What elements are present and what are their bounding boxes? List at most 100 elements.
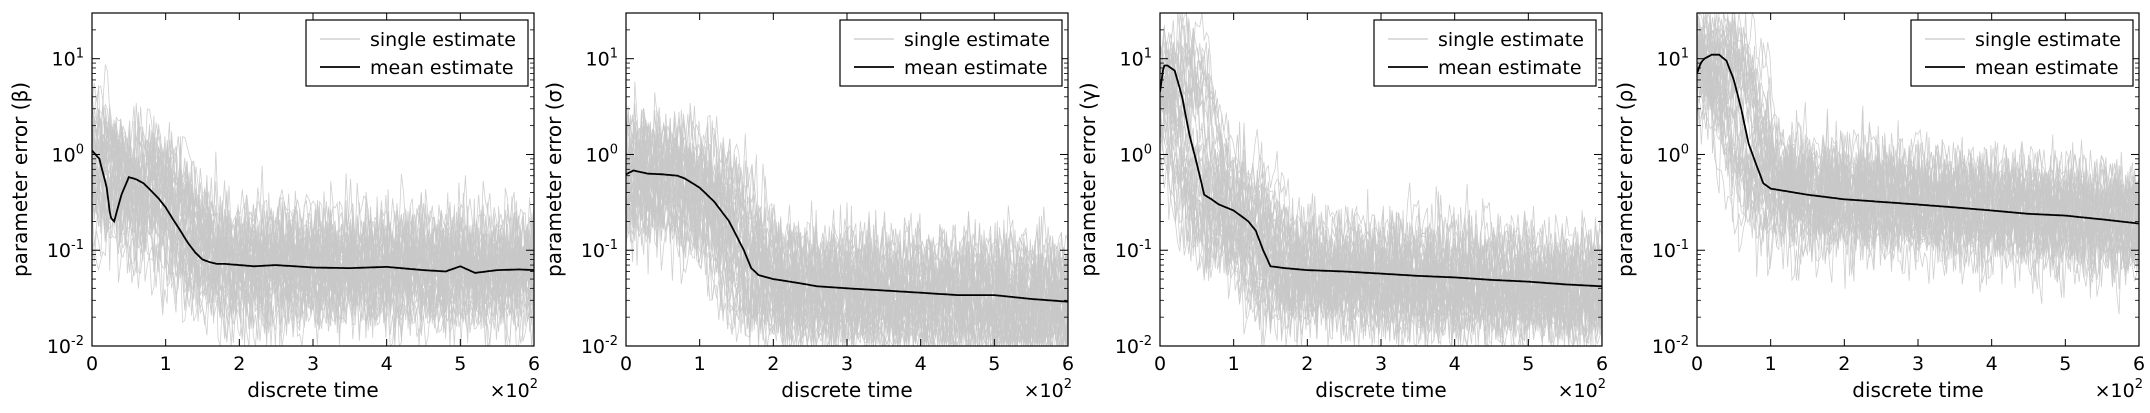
legend-box xyxy=(1910,19,2134,87)
x-axis-label: discrete time xyxy=(781,378,912,402)
single-estimate-line xyxy=(1160,13,1602,279)
x-tick-label: 5 xyxy=(454,353,466,375)
mean-estimate-line xyxy=(92,149,534,274)
mean-estimate-line xyxy=(626,169,1068,303)
legend: single estimate mean estimate xyxy=(1373,19,1597,87)
single-estimate-line xyxy=(92,149,534,343)
x-tick-label: 4 xyxy=(915,353,927,375)
x-tick-label: 3 xyxy=(1375,353,1387,375)
y-axis-label: parameter error (β) xyxy=(8,82,32,277)
x-tick-label: 0 xyxy=(86,353,98,375)
x-tick-label: 2 xyxy=(233,353,245,375)
x-axis-label: discrete time xyxy=(1852,378,1983,402)
single-estimate-line xyxy=(92,154,534,346)
single-estimate-line xyxy=(626,106,1068,328)
y-tick-label: 101 xyxy=(1657,47,1689,71)
x-tick-label: 2 xyxy=(767,353,779,375)
single-estimate-line xyxy=(1697,30,2139,241)
legend-label-mean: mean estimate xyxy=(904,57,1048,79)
single-estimate-line xyxy=(92,94,534,279)
y-axis-label: parameter error (σ) xyxy=(542,82,566,277)
x-multiplier-label: ×102 xyxy=(1024,377,1072,402)
x-tick-label: 3 xyxy=(307,353,319,375)
legend-box xyxy=(839,19,1063,87)
single-estimate-line xyxy=(1697,13,2139,217)
x-tick-label: 6 xyxy=(2133,353,2145,375)
x-tick-label: 1 xyxy=(1228,353,1240,375)
y-tick-label: 10-1 xyxy=(581,238,618,262)
y-tick-label: 10-2 xyxy=(1652,334,1689,358)
legend-label-single: single estimate xyxy=(1975,29,2121,51)
mean-estimate-line xyxy=(1697,53,2139,225)
x-multiplier-label: ×102 xyxy=(1558,377,1606,402)
x-tick-label: 4 xyxy=(1986,353,1998,375)
legend: single estimate mean estimate xyxy=(839,19,1063,87)
x-tick-label: 1 xyxy=(1765,353,1777,375)
single-estimate-line xyxy=(1160,40,1602,282)
single-estimate-line xyxy=(1160,48,1602,341)
mean-estimate-line xyxy=(1160,64,1602,288)
single-estimate-line xyxy=(1697,84,2139,267)
chart-panel-3: 0 1 2 3 4 5 6 10-2 10-1 100 101 discrete time parame… xyxy=(1076,12,1608,402)
y-tick-label: 10-1 xyxy=(1115,238,1152,262)
legend-label-single: single estimate xyxy=(1438,29,1584,51)
single-estimate-line xyxy=(92,120,534,297)
y-tick-label: 101 xyxy=(586,47,618,71)
y-tick-label: 100 xyxy=(52,142,84,166)
y-tick-label: 101 xyxy=(52,47,84,71)
single-estimate-line xyxy=(92,165,534,346)
single-estimate-line xyxy=(92,124,534,322)
single-estimate-line xyxy=(626,116,1068,321)
x-tick-label: 5 xyxy=(2059,353,2071,375)
single-estimate-line xyxy=(1160,41,1602,308)
chart-panel-1: 0 1 2 3 4 5 6 10-2 10-1 100 101 discrete time parame… xyxy=(8,12,540,402)
x-tick-label: 1 xyxy=(694,353,706,375)
legend: single estimate mean estimate xyxy=(305,19,529,87)
x-tick-label: 0 xyxy=(620,353,632,375)
x-tick-label: 6 xyxy=(528,353,540,375)
x-axis-label: discrete time xyxy=(247,378,378,402)
legend-label-single: single estimate xyxy=(904,29,1050,51)
x-multiplier-label: ×102 xyxy=(490,377,538,402)
x-tick-label: 0 xyxy=(1154,353,1166,375)
single-estimate-line xyxy=(1160,13,1602,278)
y-tick-label: 101 xyxy=(1120,47,1152,71)
x-tick-label: 5 xyxy=(1522,353,1534,375)
y-tick-label: 100 xyxy=(586,142,618,166)
y-tick-label: 100 xyxy=(1657,142,1689,166)
x-tick-label: 2 xyxy=(1301,353,1313,375)
x-tick-label: 3 xyxy=(841,353,853,375)
y-tick-label: 10-1 xyxy=(1652,238,1689,262)
x-tick-label: 1 xyxy=(160,353,172,375)
legend-label-mean: mean estimate xyxy=(1438,57,1582,79)
single-estimate-lines xyxy=(92,64,534,346)
y-tick-label: 10-2 xyxy=(47,334,84,358)
single-estimate-line xyxy=(626,185,1068,346)
single-estimate-line xyxy=(92,105,534,286)
legend-label-single: single estimate xyxy=(370,29,516,51)
single-estimate-lines xyxy=(626,81,1068,346)
y-tick-label: 10-2 xyxy=(1115,334,1152,358)
x-tick-label: 3 xyxy=(1912,353,1924,375)
x-tick-label: 2 xyxy=(1838,353,1850,375)
single-estimate-line xyxy=(92,135,534,298)
legend: single estimate mean estimate xyxy=(1910,19,2134,87)
x-tick-label: 5 xyxy=(988,353,1000,375)
chart-panel-4: 0 1 2 3 4 5 6 10-2 10-1 100 101 discrete time parame… xyxy=(1613,12,2145,402)
single-estimate-line xyxy=(626,195,1068,346)
x-tick-label: 6 xyxy=(1062,353,1074,375)
x-tick-label: 4 xyxy=(1449,353,1461,375)
y-tick-label: 10-1 xyxy=(47,238,84,262)
x-tick-label: 6 xyxy=(1596,353,1608,375)
single-estimate-line xyxy=(626,138,1068,312)
legend-label-mean: mean estimate xyxy=(370,57,514,79)
x-tick-label: 4 xyxy=(381,353,393,375)
y-axis-label: parameter error (γ) xyxy=(1076,82,1100,276)
chart-panel-2: 0 1 2 3 4 5 6 10-2 10-1 100 101 discrete time parame… xyxy=(542,12,1074,402)
y-axis-label: parameter error (ρ) xyxy=(1613,82,1637,277)
x-multiplier-label: ×102 xyxy=(2095,377,2143,402)
y-tick-label: 100 xyxy=(1120,142,1152,166)
legend-label-mean: mean estimate xyxy=(1975,57,2119,79)
legend-box xyxy=(1373,19,1597,87)
